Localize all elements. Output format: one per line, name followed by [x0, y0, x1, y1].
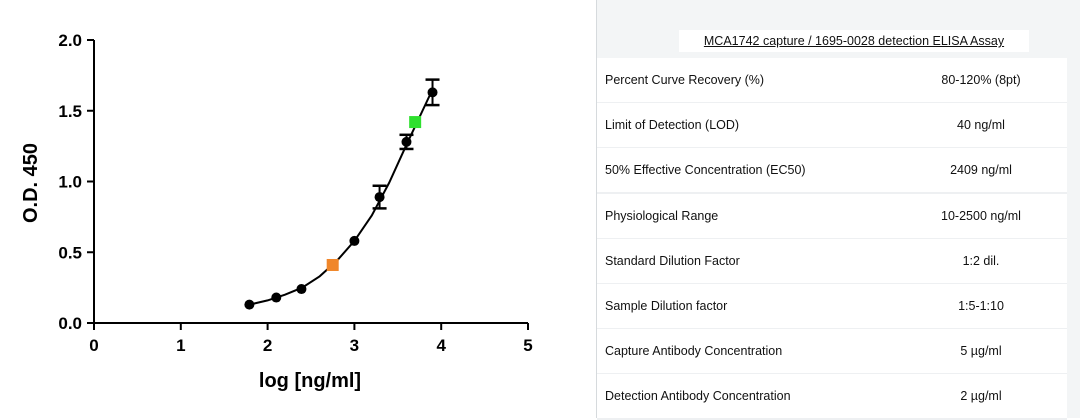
- chart-panel: 0 1 2 3 4 5 0.0 0.5 1.0 1.5 2.0 log [ng/ml] O.D. 4…: [20, 31, 533, 392]
- data-point: [427, 87, 438, 98]
- fit-curve-layer: [249, 89, 434, 306]
- x-tick-label: 1: [176, 336, 185, 355]
- parameter-label: Sample Dilution factor: [605, 299, 728, 313]
- y-tick-label: 0.0: [58, 314, 82, 333]
- x-tick-label: 4: [436, 336, 446, 355]
- table-title: MCA1742 capture / 1695-0028 detection EL…: [679, 30, 1029, 52]
- y-tick-label: 1.5: [58, 102, 82, 121]
- parameter-label: 50% Effective Concentration (EC50): [605, 163, 806, 178]
- data-point: [271, 292, 282, 303]
- x-tick-label: 0: [89, 336, 98, 355]
- table-row: Capture Antibody Concentration 5 µg/ml: [597, 329, 1067, 376]
- highlight-marker: [409, 116, 422, 129]
- parameter-label: Detection Antibody Concentration: [605, 389, 791, 404]
- y-tick-label: 1.0: [58, 173, 82, 192]
- table-row: Percent Curve Recovery (%) 80-120% (8pt): [597, 58, 1067, 104]
- data-point: [374, 192, 385, 203]
- elisa-standard-curve-chart: 0 1 2 3 4 5 0.0 0.5 1.0 1.5 2.0 log [ng/ml] O.D. 4…: [20, 31, 533, 392]
- parameter-value: 2 µg/ml: [960, 389, 1002, 404]
- parameter-value: 40 ng/ml: [957, 118, 1005, 133]
- y-tick-label: 0.5: [58, 243, 82, 262]
- parameter-label: Limit of Detection (LOD): [605, 118, 740, 133]
- parameter-label: Percent Curve Recovery (%): [605, 73, 765, 87]
- data-point: [296, 284, 307, 295]
- x-tick-label: 3: [350, 336, 359, 355]
- parameter-value: 10-2500 ng/ml: [941, 208, 1021, 223]
- axes: 0 1 2 3 4 5 0.0 0.5 1.0 1.5 2.0: [58, 31, 532, 355]
- table-row: 50% Effective Concentration (EC50) 2409 n…: [597, 148, 1067, 195]
- table-row: Sample Dilution factor 1:5-1:10: [597, 284, 1067, 330]
- x-axis-title: log [ng/ml]: [259, 370, 361, 392]
- highlight-marker: [326, 258, 339, 271]
- parameter-label: Standard Dilution Factor: [605, 253, 740, 268]
- table-row: Detection Antibody Concentration 2 µg/ml: [597, 374, 1067, 420]
- data-point: [349, 235, 360, 246]
- parameter-value: 5 µg/ml: [960, 344, 1002, 359]
- y-tick-label: 2.0: [58, 31, 82, 50]
- parameter-value: 1:2 dil.: [962, 253, 1000, 268]
- x-tick-label: 5: [523, 336, 532, 355]
- table-row: Standard Dilution Factor 1:2 dil.: [597, 238, 1067, 285]
- data-point: [401, 136, 412, 147]
- fit-curve: [249, 89, 434, 306]
- parameter-label: Capture Antibody Concentration: [605, 344, 783, 359]
- table-row: Limit of Detection (LOD) 40 ng/ml: [597, 103, 1067, 150]
- parameter-label: Physiological Range: [605, 208, 719, 223]
- data-point: [244, 299, 255, 310]
- table-row: Physiological Range 10-2500 ng/ml: [597, 193, 1067, 240]
- y-axis-title: O.D. 450: [20, 143, 42, 223]
- parameter-value: 1:5-1:10: [958, 299, 1004, 313]
- data-points-layer: [244, 78, 440, 310]
- parameter-value: 80-120% (8pt): [941, 73, 1021, 87]
- x-tick-label: 2: [263, 336, 272, 355]
- assay-table-panel: MCA1742 capture / 1695-0028 detection EL…: [596, 0, 1080, 420]
- parameter-value: 2409 ng/ml: [950, 163, 1012, 178]
